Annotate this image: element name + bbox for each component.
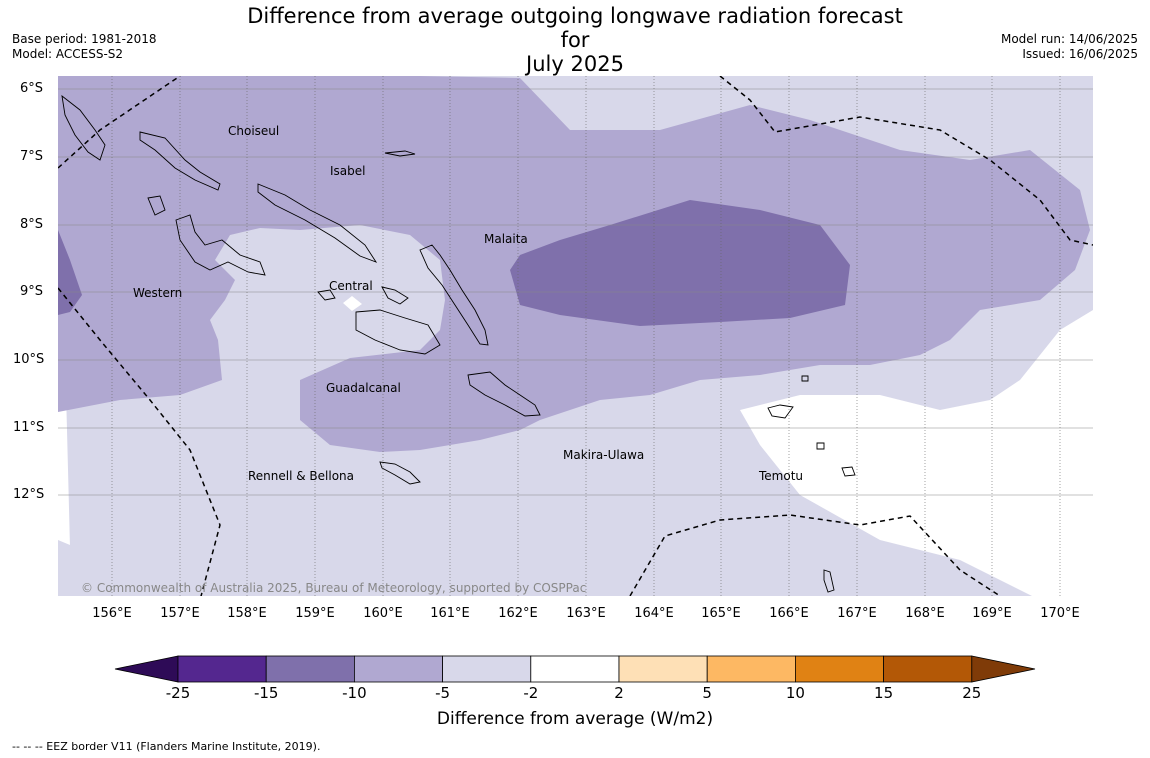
lon-label-168e: 168°E bbox=[905, 606, 945, 621]
colorbar-tick-label: -15 bbox=[253, 684, 279, 702]
eez-borders bbox=[58, 76, 1093, 596]
colorbar-tick-label: 5 bbox=[702, 684, 712, 702]
label-rennell-bellona: Rennell & Bellona bbox=[248, 469, 354, 483]
colorbar-segment bbox=[530, 655, 620, 683]
island-ontong bbox=[384, 150, 416, 157]
colorbar-extend-low bbox=[114, 655, 179, 683]
island-vella bbox=[147, 195, 166, 216]
label-isabel: Isabel bbox=[330, 164, 365, 178]
island-reef bbox=[801, 375, 809, 382]
lon-label-169e: 169°E bbox=[972, 606, 1012, 621]
lon-label-167e: 167°E bbox=[837, 606, 877, 621]
issued-date: Issued: 16/06/2025 bbox=[1022, 47, 1138, 61]
island-makira bbox=[467, 371, 541, 417]
colorbar-label: Difference from average (W/m2) bbox=[436, 709, 714, 729]
colorbar-segment bbox=[883, 655, 973, 683]
label-guadalcanal: Guadalcanal bbox=[326, 381, 401, 395]
colorbar-segment bbox=[265, 655, 355, 683]
eez-border-northeast bbox=[719, 76, 1093, 246]
island-rennell bbox=[379, 461, 421, 485]
chart-title: Difference from average outgoing longwav… bbox=[240, 4, 910, 76]
island-ndeni bbox=[767, 404, 794, 419]
island-outlines bbox=[61, 94, 856, 593]
island-utupua bbox=[816, 442, 825, 450]
label-malaita: Malaita bbox=[484, 232, 528, 246]
lat-label-11s: 11°S bbox=[13, 420, 45, 435]
lon-label-164e: 164°E bbox=[634, 606, 674, 621]
colorbar-extend-high bbox=[971, 655, 1036, 683]
lat-label-7s: 7°S bbox=[20, 149, 44, 164]
fill-minus15-to-minus10 bbox=[510, 200, 850, 326]
lon-label-165e: 165°E bbox=[701, 606, 741, 621]
island-isabel bbox=[257, 183, 378, 263]
eez-footnote: -- -- -- EEZ border V11 (Flanders Marine… bbox=[12, 740, 321, 753]
label-makira-ulawa: Makira-Ulawa bbox=[563, 448, 644, 462]
island-vanikoro bbox=[841, 466, 856, 477]
label-western: Western bbox=[133, 286, 182, 300]
title-line-2: July 2025 bbox=[526, 52, 624, 76]
lon-label-162e: 162°E bbox=[498, 606, 538, 621]
colorbar-segment bbox=[618, 655, 708, 683]
island-guadalcanal bbox=[355, 309, 441, 355]
colorbar-tick-label: 15 bbox=[874, 684, 894, 702]
island-choiseul bbox=[139, 131, 221, 191]
lat-gridlines bbox=[58, 88, 1093, 496]
island-shortland bbox=[61, 94, 106, 161]
colorbar-tick-label: 10 bbox=[785, 684, 805, 702]
label-choiseul: Choiseul bbox=[228, 124, 279, 138]
meta-left: Base period: 1981-2018 Model: ACCESS-S2 bbox=[12, 32, 157, 62]
copyright-notice: © Commonwealth of Australia 2025, Bureau… bbox=[81, 581, 586, 595]
colorbar-tick-label: 25 bbox=[962, 684, 982, 702]
colorbar-tick-label: -25 bbox=[165, 684, 191, 702]
island-anuta bbox=[823, 569, 835, 593]
colorbar-tick-label: 2 bbox=[614, 684, 624, 702]
colorbar-segment bbox=[353, 655, 443, 683]
model-name: Model: ACCESS-S2 bbox=[12, 47, 124, 61]
lon-label-159e: 159°E bbox=[295, 606, 335, 621]
colorbar-segment bbox=[706, 655, 796, 683]
island-russell bbox=[317, 289, 336, 301]
lat-label-12s: 12°S bbox=[13, 487, 45, 502]
label-temotu: Temotu bbox=[758, 469, 803, 483]
island-florida bbox=[381, 286, 409, 305]
eez-border-southwest bbox=[58, 287, 221, 596]
lat-label-10s: 10°S bbox=[13, 352, 45, 367]
lon-label-166e: 166°E bbox=[769, 606, 809, 621]
lat-label-9s: 9°S bbox=[20, 284, 44, 299]
base-period: Base period: 1981-2018 bbox=[12, 32, 157, 46]
lon-label-158e: 158°E bbox=[227, 606, 267, 621]
island-new-georgia bbox=[175, 214, 266, 276]
lon-label-156e: 156°E bbox=[92, 606, 132, 621]
fill-top-white bbox=[58, 72, 1093, 76]
island-malaita bbox=[419, 244, 489, 346]
colorbar-tick-label: -5 bbox=[435, 684, 451, 702]
eez-border-west bbox=[58, 76, 181, 169]
label-central: Central bbox=[329, 279, 373, 293]
colorbar-segment bbox=[177, 655, 267, 683]
lat-label-6s: 6°S bbox=[20, 81, 44, 96]
colorbar-segment bbox=[795, 655, 885, 683]
lon-label-157e: 157°E bbox=[160, 606, 200, 621]
fill-central-notch bbox=[343, 296, 362, 311]
lon-label-163e: 163°E bbox=[566, 606, 606, 621]
colorbar bbox=[114, 655, 1036, 683]
eez-border-south bbox=[629, 514, 1001, 596]
lon-label-170e: 170°E bbox=[1040, 606, 1080, 621]
fill-west-edge bbox=[58, 230, 82, 315]
lon-label-161e: 161°E bbox=[430, 606, 470, 621]
title-line-1: Difference from average outgoing longwav… bbox=[247, 4, 903, 52]
colorbar-tick-label: -2 bbox=[523, 684, 539, 702]
meta-right: Model run: 14/06/2025 Issued: 16/06/2025 bbox=[1001, 32, 1138, 62]
lon-label-160e: 160°E bbox=[363, 606, 403, 621]
lat-label-8s: 8°S bbox=[20, 217, 44, 232]
map-fill-layers bbox=[58, 72, 1093, 596]
colorbar-tick-label: -10 bbox=[342, 684, 367, 702]
colorbar-segment bbox=[442, 655, 532, 683]
model-run: Model run: 14/06/2025 bbox=[1000, 32, 1138, 46]
